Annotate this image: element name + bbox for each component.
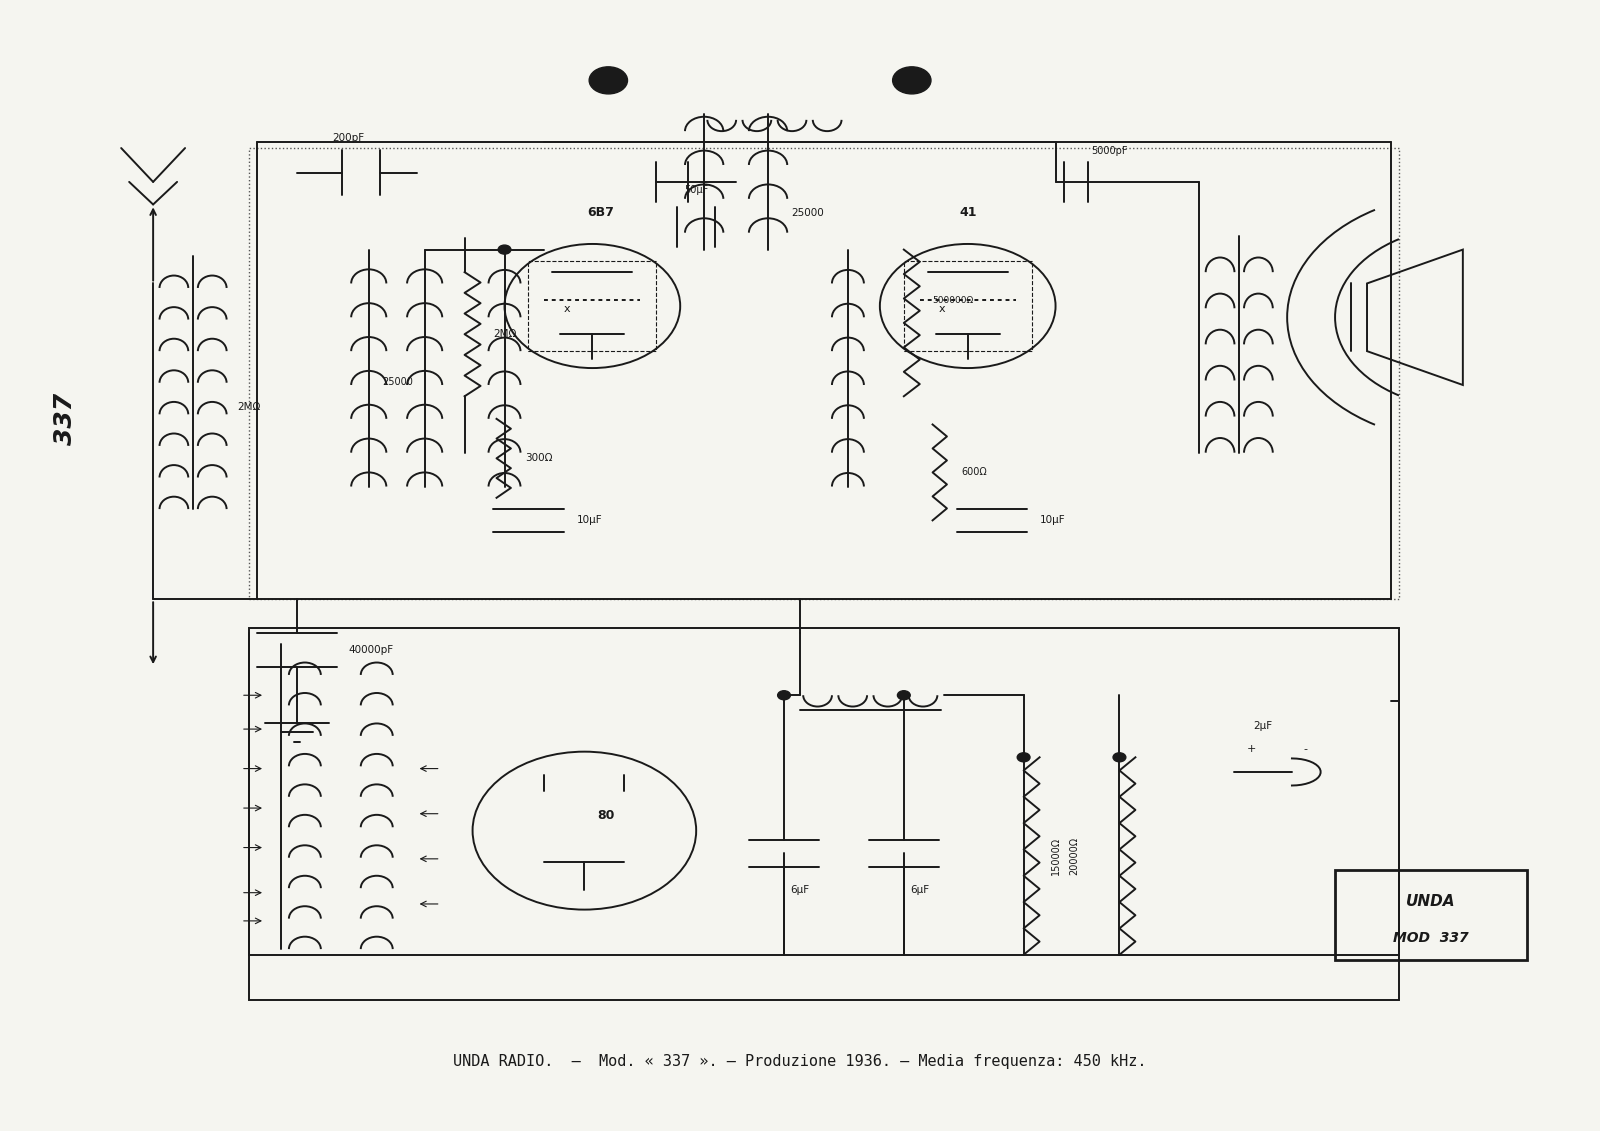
Bar — [250, 628, 1398, 1000]
Text: 600Ω: 600Ω — [962, 467, 987, 477]
Bar — [528, 261, 656, 351]
Circle shape — [1114, 753, 1126, 762]
Text: UNDA: UNDA — [1406, 895, 1456, 909]
Text: 50μF: 50μF — [685, 185, 709, 196]
Text: x: x — [939, 303, 946, 313]
Text: 6μF: 6μF — [910, 884, 930, 895]
Bar — [904, 261, 1032, 351]
Text: 80: 80 — [597, 810, 614, 822]
Text: x: x — [563, 303, 570, 313]
Text: 10μF: 10μF — [576, 516, 602, 526]
Text: 2μF: 2μF — [1254, 722, 1272, 731]
Circle shape — [589, 67, 627, 94]
Text: 10μF: 10μF — [1040, 516, 1066, 526]
Text: 337: 337 — [53, 392, 77, 444]
Circle shape — [778, 691, 790, 700]
Text: 300Ω: 300Ω — [525, 454, 552, 464]
Text: 6B7: 6B7 — [587, 206, 614, 218]
Circle shape — [498, 245, 510, 254]
Circle shape — [898, 691, 910, 700]
Text: 41: 41 — [958, 206, 976, 218]
Text: 6μF: 6μF — [790, 884, 810, 895]
Text: MOD  337: MOD 337 — [1394, 931, 1469, 944]
Text: 2MΩ: 2MΩ — [237, 402, 261, 412]
Text: 2MΩ: 2MΩ — [493, 329, 517, 339]
Bar — [1334, 870, 1526, 960]
Text: +: + — [1248, 744, 1256, 753]
Bar — [250, 148, 1398, 599]
Circle shape — [1018, 753, 1030, 762]
Text: 40000pF: 40000pF — [347, 645, 394, 655]
Text: 20000Ω: 20000Ω — [1070, 837, 1080, 875]
Text: UNDA RADIO.  —  Mod. « 337 ». — Produzione 1936. — Media frequenza: 450 kHz.: UNDA RADIO. — Mod. « 337 ». — Produzione… — [453, 1054, 1147, 1070]
Text: -: - — [1302, 744, 1307, 753]
Text: 25000: 25000 — [382, 377, 413, 387]
Text: 15000Ω: 15000Ω — [1051, 837, 1061, 875]
Circle shape — [893, 67, 931, 94]
Text: 5000pF: 5000pF — [1091, 146, 1126, 156]
Text: 200pF: 200pF — [331, 133, 365, 144]
Text: 500000Ω: 500000Ω — [933, 296, 974, 305]
Text: 25000: 25000 — [792, 208, 824, 218]
